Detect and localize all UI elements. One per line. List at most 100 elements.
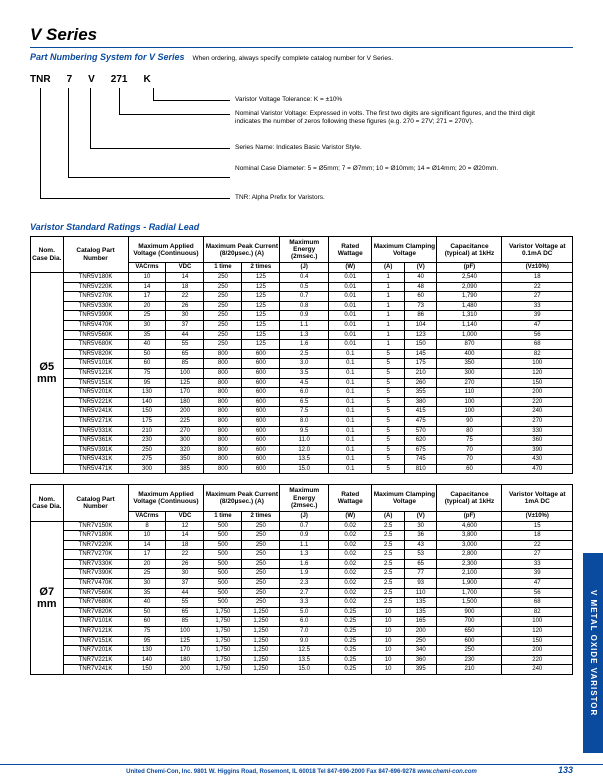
data-cell: 600: [242, 397, 280, 407]
data-cell: 600: [242, 388, 280, 398]
data-cell: 150: [404, 340, 437, 350]
data-cell: 250: [128, 445, 166, 455]
data-cell: 200: [502, 646, 573, 656]
data-cell: 800: [204, 397, 242, 407]
data-cell: 6.5: [280, 397, 329, 407]
data-cell: 125: [242, 282, 280, 292]
th-a: (A): [372, 511, 405, 521]
data-cell: 1,750: [204, 627, 242, 637]
data-cell: 500: [204, 531, 242, 541]
data-cell: 200: [502, 388, 573, 398]
data-cell: 30: [128, 579, 166, 589]
data-cell: 9.0: [280, 636, 329, 646]
table-row: TNR7V180K10145002500.90.022.5363,80018: [31, 531, 573, 541]
table-row: TNR7V121K751001,7501,2507.00.25102006501…: [31, 627, 573, 637]
data-cell: 250: [437, 646, 502, 656]
data-cell: 125: [242, 340, 280, 350]
data-cell: 0.02: [329, 550, 372, 560]
data-cell: 125: [242, 330, 280, 340]
th-mavc: Maximum Applied Voltage (Continuous): [128, 485, 204, 511]
data-cell: 0.8: [280, 301, 329, 311]
series-title: V Series: [30, 25, 97, 44]
data-cell: 82: [502, 349, 573, 359]
data-cell: 17: [128, 550, 166, 560]
data-cell: 0.25: [329, 646, 372, 656]
data-cell: 600: [242, 426, 280, 436]
table-body: Ø7mmTNR7V150K8125002500.70.022.5304,6001…: [31, 521, 573, 675]
data-cell: 14: [166, 273, 204, 283]
data-cell: 65: [166, 349, 204, 359]
data-cell: 600: [242, 407, 280, 417]
th-2times: 2 times: [242, 263, 280, 273]
data-cell: 12.0: [280, 445, 329, 455]
data-cell: 70: [437, 445, 502, 455]
desc-voltage: Nominal Varistor Voltage: Expressed in v…: [235, 110, 545, 126]
data-cell: 5: [372, 464, 405, 474]
table-row: TNR5V121K751008006003.50.15210300120: [31, 368, 573, 378]
data-cell: 0.7: [280, 292, 329, 302]
data-cell: 0.1: [329, 378, 372, 388]
data-cell: 4,600: [437, 521, 502, 531]
data-cell: 180: [166, 655, 204, 665]
data-cell: 110: [437, 388, 502, 398]
th-mpc: Maximum Peak Current (8/20µsec.) (A): [204, 485, 280, 511]
code-dia: 7: [67, 74, 73, 85]
data-cell: 125: [242, 273, 280, 283]
data-cell: 1,250: [242, 646, 280, 656]
th-v: (V): [404, 263, 437, 273]
data-cell: 1,750: [204, 655, 242, 665]
data-cell: 175: [128, 416, 166, 426]
data-cell: 2.5: [280, 349, 329, 359]
data-cell: 18: [166, 282, 204, 292]
data-cell: 800: [204, 426, 242, 436]
data-cell: 350: [166, 455, 204, 465]
data-cell: TNR5V560K: [63, 330, 128, 340]
data-cell: 82: [502, 607, 573, 617]
data-cell: 65: [166, 607, 204, 617]
data-cell: 1: [372, 301, 405, 311]
data-cell: TNR7V820K: [63, 607, 128, 617]
data-cell: 10: [372, 655, 405, 665]
data-cell: 5: [372, 397, 405, 407]
data-cell: 85: [166, 359, 204, 369]
data-cell: 123: [404, 330, 437, 340]
data-cell: 140: [128, 655, 166, 665]
data-cell: 1,000: [437, 330, 502, 340]
data-cell: 10: [372, 607, 405, 617]
data-cell: 1.3: [280, 550, 329, 560]
data-cell: 220: [502, 397, 573, 407]
data-cell: 60: [128, 359, 166, 369]
data-cell: 26: [166, 559, 204, 569]
code-tol: K: [143, 74, 150, 85]
data-cell: 43: [404, 540, 437, 550]
data-cell: 1: [372, 282, 405, 292]
data-cell: 0.1: [329, 407, 372, 417]
data-cell: 100: [166, 368, 204, 378]
th-rated: Rated Wattage: [329, 237, 372, 263]
data-cell: 800: [204, 349, 242, 359]
data-cell: 0.1: [329, 436, 372, 446]
data-cell: 135: [404, 607, 437, 617]
data-cell: 800: [204, 436, 242, 446]
data-cell: 250: [204, 301, 242, 311]
th-catalog: Catalog Part Number: [63, 485, 128, 521]
data-cell: 3,800: [437, 531, 502, 541]
th-clamp: Maximum Clamping Voltage: [372, 237, 437, 263]
th-vacrms: VACrms: [128, 263, 166, 273]
data-cell: 20: [128, 559, 166, 569]
data-cell: 5: [372, 416, 405, 426]
desc-diameter: Nominal Case Diameter: 5 = Ø5mm; 7 = Ø7m…: [235, 165, 498, 173]
data-cell: 0.25: [329, 655, 372, 665]
data-cell: 210: [128, 426, 166, 436]
data-cell: 22: [502, 540, 573, 550]
data-cell: TNR7V121K: [63, 627, 128, 637]
data-cell: 0.01: [329, 311, 372, 321]
data-cell: 250: [204, 292, 242, 302]
data-cell: TNR5V220K: [63, 282, 128, 292]
data-cell: 2.5: [372, 540, 405, 550]
data-cell: 68: [502, 340, 573, 350]
data-cell: 33: [502, 301, 573, 311]
data-cell: 100: [437, 407, 502, 417]
data-cell: 120: [502, 627, 573, 637]
data-cell: 5.0: [280, 607, 329, 617]
